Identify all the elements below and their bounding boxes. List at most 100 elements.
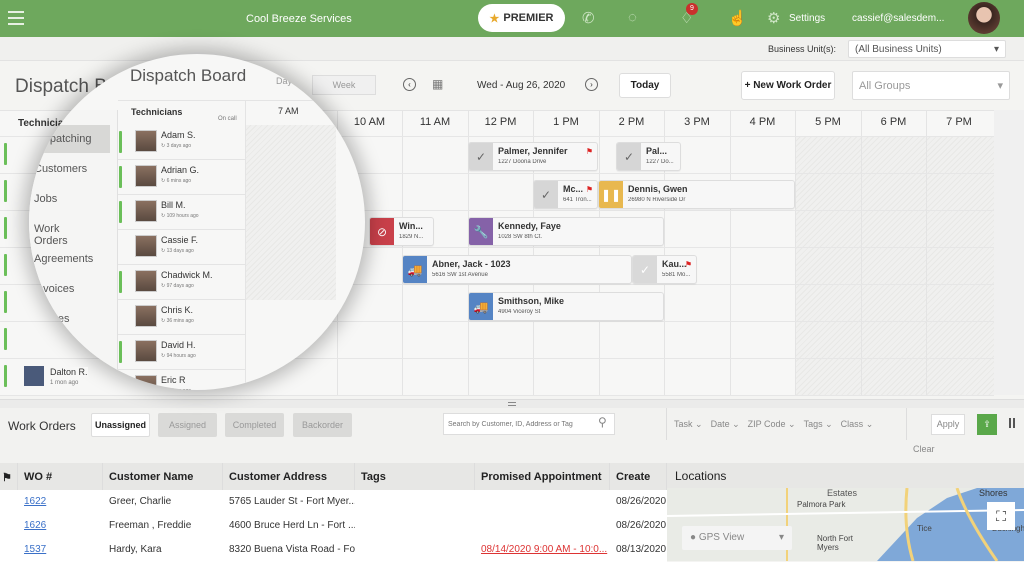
filter-dropdown[interactable]: Date ⌄ bbox=[711, 419, 740, 430]
table-cell-promised[interactable]: 08/14/2020 9:00 AM - 10:0... bbox=[475, 538, 610, 562]
technician-photo bbox=[135, 165, 157, 187]
event-customer: Abner, Jack - 1023 bbox=[432, 259, 511, 269]
sidebar-item-invoices[interactable]: Invoices bbox=[29, 275, 110, 303]
active-indicator bbox=[4, 143, 7, 165]
view-week-tab[interactable]: Week bbox=[312, 75, 376, 95]
user-email[interactable]: cassief@salesdem... bbox=[852, 13, 945, 24]
sidebar-item-quotes[interactable]: Quotes bbox=[29, 305, 110, 333]
sidebar-item-dispatching[interactable]: Dispatching bbox=[29, 125, 110, 153]
filter-label: Task bbox=[674, 419, 693, 429]
technician-photo bbox=[135, 305, 157, 327]
table-cell-wo[interactable]: 1537 bbox=[18, 538, 103, 562]
group-select[interactable]: All Groups ▾ bbox=[852, 71, 1010, 100]
tab-completed[interactable]: Completed bbox=[225, 413, 284, 437]
today-button[interactable]: Today bbox=[619, 73, 671, 98]
technician-row[interactable]: Chadwick M. ↻ 97 days ago bbox=[118, 265, 245, 300]
filter-dropdown[interactable]: Tags ⌄ bbox=[804, 419, 833, 430]
new-work-order-button[interactable]: + New Work Order bbox=[741, 71, 835, 100]
menu-icon[interactable] bbox=[8, 11, 24, 25]
locations-map[interactable]: Palmora Park North Fort Myers Tice Bucki… bbox=[667, 488, 1024, 561]
on-call-header: On call bbox=[218, 116, 237, 122]
event-address: 1227 Doona Drive bbox=[498, 159, 547, 165]
sidebar-menu bbox=[29, 110, 118, 390]
wo-value[interactable]: 1626 bbox=[24, 520, 47, 531]
tab-backorder[interactable]: Backorder bbox=[293, 413, 352, 437]
lens-page-title: Dispatch Board bbox=[130, 66, 247, 85]
technician-row[interactable]: Adrian G. ↻ 6 mins ago bbox=[118, 160, 245, 195]
schedule-event[interactable]: ✓ Pal... 1227 Do... bbox=[616, 142, 681, 171]
phone-icon[interactable]: ✆ bbox=[582, 10, 595, 27]
drag-handle-icon[interactable] bbox=[508, 402, 516, 406]
hour-label: 7 PM bbox=[946, 116, 972, 128]
filter-dropdown[interactable]: Class ⌄ bbox=[841, 419, 874, 430]
filter-label: ZIP Code bbox=[747, 419, 786, 429]
chat-icon[interactable]: ◌ bbox=[628, 9, 637, 26]
clear-filters-link[interactable]: Clear bbox=[913, 444, 935, 454]
work-order-search-input[interactable] bbox=[443, 413, 615, 435]
technician-name: Adrian G. bbox=[161, 165, 200, 175]
export-icon[interactable]: ⇪ bbox=[977, 414, 997, 435]
fullscreen-icon[interactable]: ⛶ bbox=[987, 502, 1015, 530]
table-cell-wo[interactable]: 1626 bbox=[18, 514, 103, 538]
column-header[interactable]: Tags bbox=[355, 463, 475, 490]
schedule-event[interactable]: 🔧 Kennedy, Faye 1028 SW 8th Ct. bbox=[468, 217, 664, 246]
schedule-event[interactable]: ✓ Palmer, Jennifer 1227 Doona Drive ⚑ bbox=[468, 142, 598, 171]
tab-unassigned[interactable]: Unassigned bbox=[91, 413, 150, 437]
business-unit-select[interactable]: (All Business Units) ▾ bbox=[848, 40, 1006, 58]
column-header[interactable]: Customer Name bbox=[103, 463, 223, 490]
column-header[interactable]: Promised Appointment bbox=[475, 463, 610, 490]
table-cell-promised[interactable] bbox=[475, 490, 610, 514]
hour-label: 11 AM bbox=[419, 116, 451, 128]
schedule-event[interactable]: ⊘ Win... 1829 N... bbox=[369, 217, 434, 246]
sidebar-item-agreements[interactable]: Agreements bbox=[29, 245, 110, 273]
schedule-event[interactable]: ✓ Kau... 5581 Mo... ⚑ bbox=[632, 255, 697, 284]
column-header[interactable]: Customer Address bbox=[223, 463, 355, 490]
schedule-event[interactable]: ✓ Mc... 641 Tron... ⚑ bbox=[533, 180, 598, 209]
sidebar-item-jobs[interactable]: Jobs bbox=[29, 185, 110, 213]
view-day-tab[interactable]: Day bbox=[276, 76, 293, 86]
grid-line bbox=[795, 110, 796, 395]
technician-photo bbox=[135, 130, 157, 152]
schedule-event[interactable]: 🚚 Abner, Jack - 1023 5616 SW 1st Avenue bbox=[402, 255, 632, 284]
chevron-down-icon: ⌄ bbox=[825, 419, 833, 429]
created-value: 08/26/2020 bbox=[616, 496, 667, 507]
calendar-icon[interactable]: ▦ bbox=[432, 77, 444, 91]
column-header[interactable]: WO # bbox=[18, 463, 103, 490]
apply-button[interactable]: Apply bbox=[931, 414, 965, 435]
wo-value[interactable]: 1537 bbox=[24, 544, 47, 555]
active-indicator bbox=[119, 271, 122, 293]
map-label: Shores bbox=[979, 488, 1008, 498]
table-cell-promised[interactable] bbox=[475, 514, 610, 538]
settings-link[interactable]: Settings bbox=[789, 13, 826, 24]
schedule-event[interactable]: 🚚 Smithson, Mike 4904 Viceroy St bbox=[468, 292, 664, 321]
next-day-icon[interactable]: › bbox=[585, 78, 598, 91]
filter-dropdown[interactable]: ZIP Code ⌄ bbox=[748, 419, 796, 430]
columns-icon[interactable] bbox=[1009, 418, 1015, 428]
wo-value[interactable]: 1622 bbox=[24, 496, 47, 507]
technician-row[interactable]: David H. ↻ 94 hours ago bbox=[118, 335, 245, 370]
technician-last-seen: ↻ 36 mins ago bbox=[161, 318, 194, 324]
technician-row[interactable]: Chris K. ↻ 36 mins ago bbox=[118, 300, 245, 335]
chevron-down-icon: ⌄ bbox=[865, 419, 874, 429]
panel-splitter[interactable] bbox=[0, 399, 1024, 408]
tab-assigned[interactable]: Assigned bbox=[158, 413, 217, 437]
schedule-event[interactable]: ❚❚ Dennis, Gwen 26980 N Riverside Dr bbox=[598, 180, 795, 209]
table-cell-wo[interactable]: 1622 bbox=[18, 490, 103, 514]
technician-name: Chadwick M. bbox=[161, 270, 213, 280]
user-avatar[interactable] bbox=[968, 2, 1000, 34]
premier-button[interactable]: ★ PREMIER bbox=[478, 4, 565, 32]
technician-row[interactable]: Eric R ↻ 5 days ago bbox=[118, 370, 245, 390]
column-header[interactable]: Create bbox=[610, 463, 667, 490]
gps-view-select[interactable]: ● GPS View ▾ bbox=[682, 526, 792, 550]
technician-row[interactable]: Cassie F. ↻ 13 days ago bbox=[118, 230, 245, 265]
hand-icon[interactable]: ☝ bbox=[728, 10, 747, 27]
sidebar-item-customers[interactable]: Customers bbox=[29, 155, 110, 183]
prev-day-icon[interactable]: ‹ bbox=[403, 78, 416, 91]
gear-icon[interactable]: ⚙ bbox=[767, 10, 781, 27]
technician-row[interactable]: Adam S. ↻ 3 days ago bbox=[118, 125, 245, 160]
sidebar-item-label: Customers bbox=[34, 163, 88, 175]
board-scroll-area[interactable] bbox=[994, 110, 1024, 395]
sidebar-item-work-orders[interactable]: Work Orders bbox=[29, 215, 110, 247]
technician-row[interactable]: Bill M. ↻ 109 hours ago bbox=[118, 195, 245, 230]
filter-dropdown[interactable]: Task ⌄ bbox=[674, 419, 703, 430]
